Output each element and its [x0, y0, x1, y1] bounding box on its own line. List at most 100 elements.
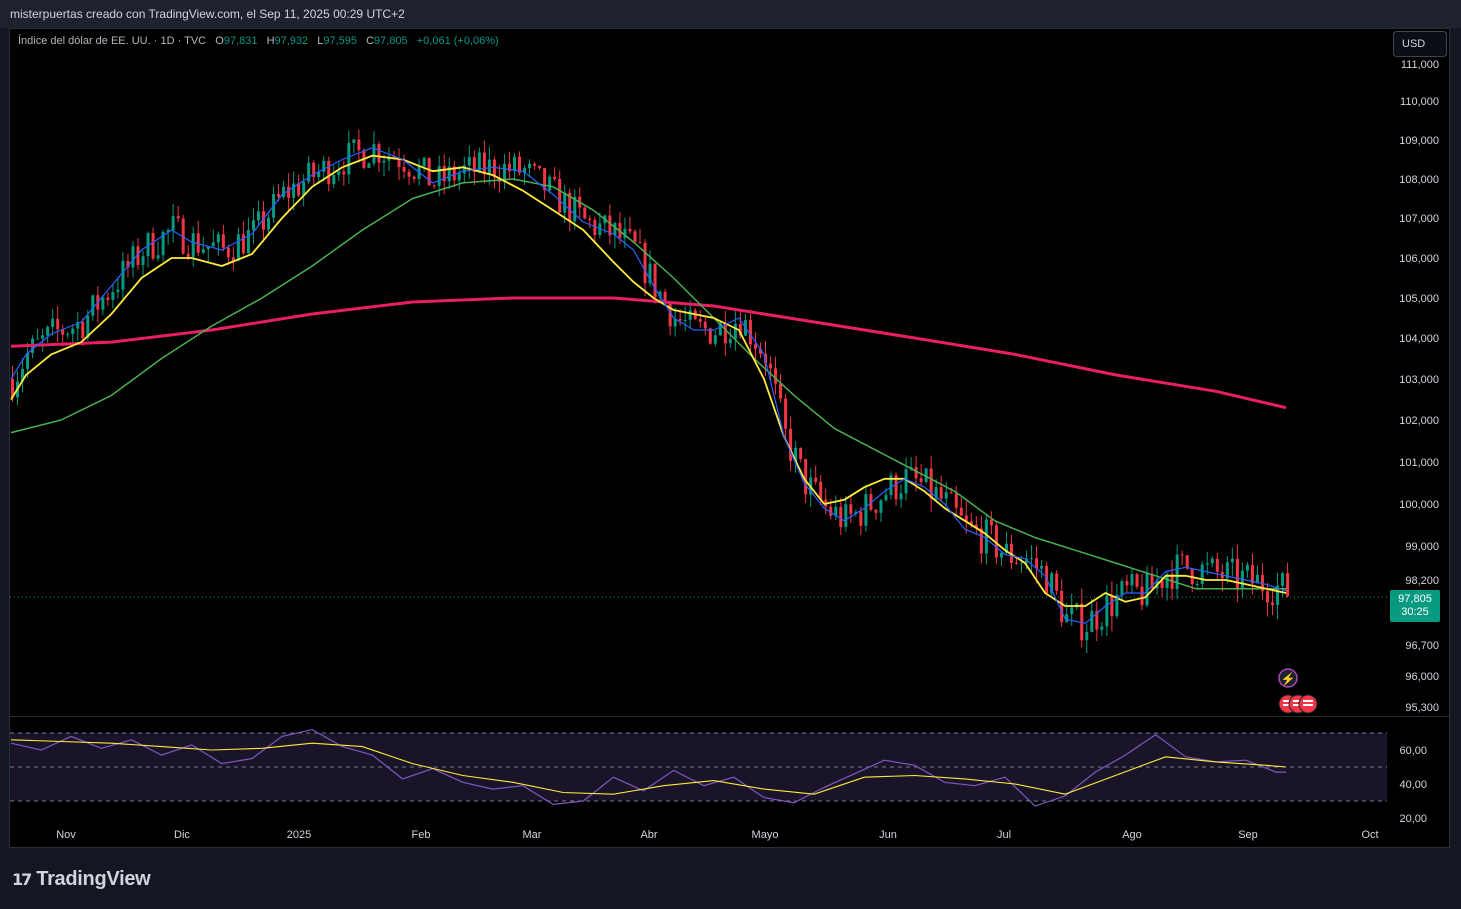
candle[interactable] [673, 319, 677, 327]
candle[interactable] [1140, 586, 1144, 606]
candle[interactable] [206, 246, 210, 250]
candle[interactable] [884, 495, 888, 501]
candle[interactable] [789, 428, 793, 462]
candle[interactable] [226, 247, 230, 258]
candle[interactable] [1225, 562, 1229, 579]
candle[interactable] [397, 159, 401, 168]
candle[interactable] [262, 211, 265, 230]
candle[interactable] [146, 233, 150, 257]
candle[interactable] [1276, 585, 1280, 606]
candle[interactable] [136, 246, 140, 265]
candle[interactable] [1205, 563, 1209, 565]
candle[interactable] [236, 234, 240, 261]
candle[interactable] [231, 257, 235, 261]
candle[interactable] [608, 215, 612, 236]
candle[interactable] [904, 469, 908, 494]
candle[interactable] [733, 323, 737, 340]
candle[interactable] [1105, 595, 1109, 627]
candle[interactable] [221, 234, 225, 248]
chart-frame[interactable] [9, 28, 1450, 848]
candle[interactable] [914, 467, 918, 479]
candle[interactable] [523, 168, 527, 173]
candle[interactable] [507, 163, 511, 172]
candle[interactable] [794, 447, 798, 462]
candle[interactable] [1150, 573, 1154, 589]
candle[interactable] [593, 219, 597, 235]
candle[interactable] [834, 506, 838, 516]
candle[interactable] [322, 160, 326, 172]
candle[interactable] [292, 183, 296, 198]
candle[interactable] [196, 233, 200, 253]
candle[interactable] [658, 291, 662, 297]
candle[interactable] [282, 186, 286, 197]
candle[interactable] [779, 383, 783, 399]
candle[interactable] [849, 504, 853, 514]
currency-button[interactable]: USD [1393, 31, 1447, 57]
candle[interactable] [1050, 573, 1054, 594]
candle[interactable] [713, 335, 717, 344]
candle[interactable] [708, 328, 712, 344]
candle[interactable] [804, 459, 808, 495]
candle[interactable] [241, 234, 245, 254]
candle[interactable] [969, 521, 973, 525]
candle[interactable] [894, 475, 898, 500]
candle[interactable] [251, 220, 255, 230]
candle[interactable] [723, 322, 727, 344]
candle[interactable] [267, 217, 271, 230]
candle[interactable] [573, 196, 577, 222]
candle[interactable] [814, 477, 818, 482]
candle[interactable] [984, 519, 988, 554]
candle[interactable] [944, 492, 948, 499]
pane-separator[interactable] [10, 716, 1450, 717]
candle[interactable] [171, 216, 175, 230]
candle[interactable] [382, 160, 386, 163]
candle[interactable] [839, 506, 843, 527]
candle[interactable] [1215, 558, 1219, 572]
candle[interactable] [66, 334, 70, 336]
candle[interactable] [126, 260, 130, 268]
candle[interactable] [949, 492, 953, 494]
candle[interactable] [287, 186, 291, 198]
candle[interactable] [61, 329, 65, 335]
candle[interactable] [1271, 602, 1275, 606]
candle[interactable] [648, 263, 652, 284]
candle[interactable] [924, 468, 928, 483]
candle[interactable] [974, 524, 978, 529]
candle[interactable] [302, 181, 306, 196]
candle[interactable] [422, 157, 426, 167]
candle[interactable] [1100, 626, 1104, 630]
candle[interactable] [1281, 573, 1285, 586]
candle[interactable] [81, 321, 85, 338]
candle[interactable] [889, 475, 893, 496]
candle[interactable] [979, 528, 983, 554]
candle[interactable] [51, 318, 55, 327]
tradingview-logo[interactable]: 17 TradingView [12, 868, 151, 891]
candle[interactable] [769, 363, 773, 369]
candle[interactable] [874, 509, 878, 513]
candle[interactable] [201, 249, 205, 253]
candle[interactable] [352, 139, 356, 143]
candle[interactable] [427, 157, 431, 186]
candle[interactable] [1065, 614, 1069, 623]
candle[interactable] [477, 152, 481, 173]
candle[interactable] [502, 163, 506, 182]
candle[interactable] [1145, 573, 1149, 606]
candle[interactable] [859, 511, 863, 526]
candle[interactable] [1125, 581, 1129, 586]
candle[interactable] [1130, 574, 1134, 586]
candle[interactable] [533, 163, 537, 166]
candle[interactable] [513, 156, 516, 172]
candle[interactable] [1135, 574, 1139, 587]
candle[interactable] [402, 167, 406, 172]
candle[interactable] [1210, 558, 1214, 564]
candle[interactable] [412, 176, 416, 179]
candle[interactable] [1055, 573, 1059, 591]
candle[interactable] [1110, 595, 1114, 617]
candle[interactable] [819, 481, 823, 500]
candle[interactable] [41, 335, 45, 339]
candle[interactable] [327, 160, 331, 184]
candle[interactable] [1230, 558, 1234, 563]
candle[interactable] [753, 344, 757, 349]
candle[interactable] [799, 447, 803, 460]
